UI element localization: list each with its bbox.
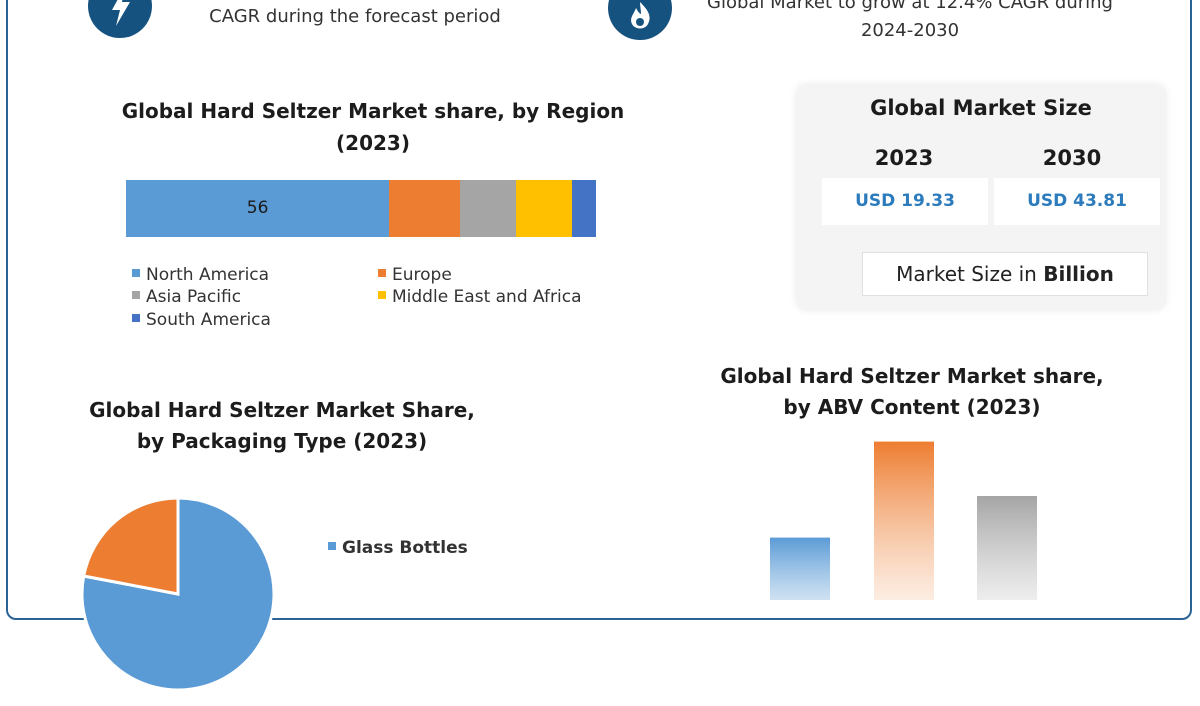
header-right-text-line1: Global Market to grow at 12.4% CAGR duri… bbox=[707, 0, 1113, 13]
abv-chart-title-line2: by ABV Content (2023) bbox=[783, 395, 1041, 419]
year-2023-label: 2023 bbox=[874, 146, 934, 170]
lightning-icon bbox=[88, 0, 152, 38]
header-right-text-line2: 2024-2030 bbox=[860, 20, 960, 41]
packaging-chart-title-line1: Global Hard Seltzer Market Share, bbox=[89, 398, 475, 422]
legend-label: Europe bbox=[392, 265, 452, 285]
legend-label: Asia Pacific bbox=[146, 287, 242, 307]
pie-legend-swatch bbox=[328, 542, 336, 550]
unit-prefix: Market Size in bbox=[896, 262, 1044, 286]
region-legend-item-north-america: North America bbox=[132, 264, 269, 286]
unit-bold: Billion bbox=[1043, 262, 1114, 286]
value-2030: USD 43.81 bbox=[994, 178, 1160, 225]
flame-icon bbox=[608, 0, 672, 40]
region-bar-segment-middle-east-and-africa bbox=[516, 180, 573, 237]
legend-swatch bbox=[132, 314, 140, 322]
region-bar-segment-asia-pacific bbox=[459, 180, 517, 237]
value-2023: USD 19.33 bbox=[822, 178, 988, 225]
abv-bar-1 bbox=[770, 537, 830, 600]
market-size-title: Global Market Size bbox=[870, 96, 1092, 120]
market-size-card: Global Market Size 2023 2030 USD 19.33 U… bbox=[796, 84, 1166, 310]
pie-slice-slice-2 bbox=[81, 496, 180, 596]
legend-label: North America bbox=[146, 265, 270, 285]
abv-bar-chart bbox=[770, 441, 1037, 600]
header-left-text: CAGR during the forecast period bbox=[209, 6, 501, 27]
legend-label: Middle East and Africa bbox=[392, 287, 582, 307]
region-legend-item-south-america: South America bbox=[132, 309, 271, 331]
legend-swatch bbox=[378, 291, 386, 299]
abv-bar-2 bbox=[874, 441, 934, 600]
abv-chart-title-line1: Global Hard Seltzer Market share, bbox=[720, 364, 1104, 388]
region-legend-item-asia-pacific: Asia Pacific bbox=[132, 286, 241, 308]
abv-bar-3 bbox=[977, 496, 1037, 600]
region-bar-segment-europe bbox=[389, 180, 460, 237]
region-stacked-bar: 56 bbox=[126, 180, 596, 237]
market-size-unit: Market Size in Billion bbox=[862, 252, 1148, 296]
packaging-pie-chart bbox=[80, 496, 276, 692]
region-chart-title-line1: Global Hard Seltzer Market share, by Reg… bbox=[121, 99, 625, 123]
region-legend-item-europe: Europe bbox=[378, 264, 452, 286]
year-2030-label: 2030 bbox=[1042, 146, 1102, 170]
region-chart-title-line2: (2023) bbox=[336, 131, 410, 155]
region-bar-segment-north-america: 56 bbox=[126, 180, 390, 237]
legend-swatch bbox=[132, 291, 140, 299]
pie-legend-label: Glass Bottles bbox=[342, 538, 468, 558]
legend-label: South America bbox=[146, 310, 271, 330]
legend-swatch bbox=[378, 269, 386, 277]
region-bar-data-label: 56 bbox=[246, 198, 269, 218]
region-bar-segment-south-america bbox=[572, 180, 596, 237]
packaging-chart-title-line2: by Packaging Type (2023) bbox=[136, 429, 428, 453]
pie-legend-item-glass-bottles: Glass Bottles bbox=[328, 538, 468, 558]
legend-swatch bbox=[132, 269, 140, 277]
region-legend-item-middle-east-and-africa: Middle East and Africa bbox=[378, 286, 582, 308]
